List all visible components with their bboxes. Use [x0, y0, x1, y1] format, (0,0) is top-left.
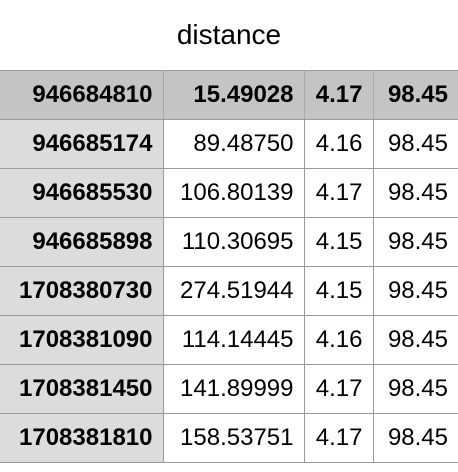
row-header-cell[interactable]: 1708381450 — [0, 364, 164, 414]
table-cell[interactable]: 114.14445 — [163, 315, 305, 365]
row-header-cell[interactable]: 1708380730 — [0, 266, 164, 316]
row-header-cell[interactable]: 1708381810 — [0, 413, 164, 463]
row-header-cell[interactable]: 946685530 — [0, 168, 164, 218]
table-cell[interactable]: 4.15 — [304, 217, 374, 267]
table-cell[interactable]: 98.45 — [373, 168, 458, 218]
row-header-cell[interactable]: 1708381090 — [0, 315, 164, 365]
table-cell[interactable]: 141.89999 — [163, 364, 305, 414]
table-cell[interactable]: 98.45 — [373, 315, 458, 365]
table-cell[interactable]: 4.16 — [304, 315, 374, 365]
table-cell[interactable]: 4.17 — [304, 413, 374, 463]
table-cell[interactable]: 98.45 — [373, 266, 458, 316]
header-cell[interactable]: 4.17 — [304, 70, 374, 120]
table-row: 1708381810 158.53751 4.17 98.45 — [0, 413, 458, 463]
table-row: 946685174 89.48750 4.16 98.45 — [0, 119, 458, 169]
table-cell[interactable]: 98.45 — [373, 364, 458, 414]
table-cell[interactable]: 4.17 — [304, 168, 374, 218]
table-cell[interactable]: 98.45 — [373, 119, 458, 169]
table-cell[interactable]: 89.48750 — [163, 119, 305, 169]
row-header-cell[interactable]: 946685898 — [0, 217, 164, 267]
table-row: 1708381450 141.89999 4.17 98.45 — [0, 364, 458, 414]
table-row: 1708381090 114.14445 4.16 98.45 — [0, 315, 458, 365]
sheet-title: distance — [176, 19, 282, 50]
table-cell[interactable]: 4.17 — [304, 364, 374, 414]
table-cell[interactable]: 106.80139 — [163, 168, 305, 218]
table-cell[interactable]: 4.16 — [304, 119, 374, 169]
table-header-row: 946684810 15.49028 4.17 98.45 — [0, 70, 458, 120]
row-header-cell[interactable]: 946685174 — [0, 119, 164, 169]
header-cell[interactable]: 946684810 — [0, 70, 164, 120]
table-row: 946685898 110.30695 4.15 98.45 — [0, 217, 458, 267]
header-cell[interactable]: 15.49028 — [163, 70, 305, 120]
header-cell[interactable]: 98.45 — [373, 70, 458, 120]
table-cell[interactable]: 4.15 — [304, 266, 374, 316]
table-cell[interactable]: 98.45 — [373, 217, 458, 267]
table-cell[interactable]: 98.45 — [373, 413, 458, 463]
table-row: 946685530 106.80139 4.17 98.45 — [0, 168, 458, 218]
data-table: 946684810 15.49028 4.17 98.45 946685174 … — [0, 70, 458, 463]
table-row: 1708380730 274.51944 4.15 98.45 — [0, 266, 458, 316]
table-cell[interactable]: 274.51944 — [163, 266, 305, 316]
table-cell[interactable]: 110.30695 — [163, 217, 305, 267]
table-cell[interactable]: 158.53751 — [163, 413, 305, 463]
